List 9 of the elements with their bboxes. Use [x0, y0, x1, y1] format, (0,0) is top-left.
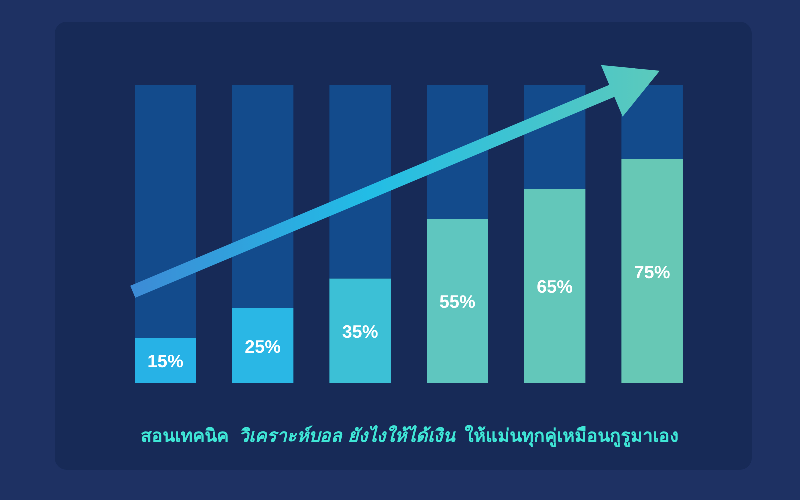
data-label: 75% [634, 262, 670, 282]
data-label: 65% [536, 277, 574, 298]
text: วิเคราะห์บอล ยังไงให้ได้เงิน [238, 425, 458, 447]
text: ให้แม่นทุกคู่เหมือนกูรูมาเอง [465, 425, 680, 448]
data-label: 15% [148, 352, 184, 372]
data-label: 25% [244, 336, 282, 357]
data-label: 35% [342, 322, 378, 342]
data-label: 55% [440, 292, 476, 312]
text: สอนเทคนิค [140, 426, 229, 447]
